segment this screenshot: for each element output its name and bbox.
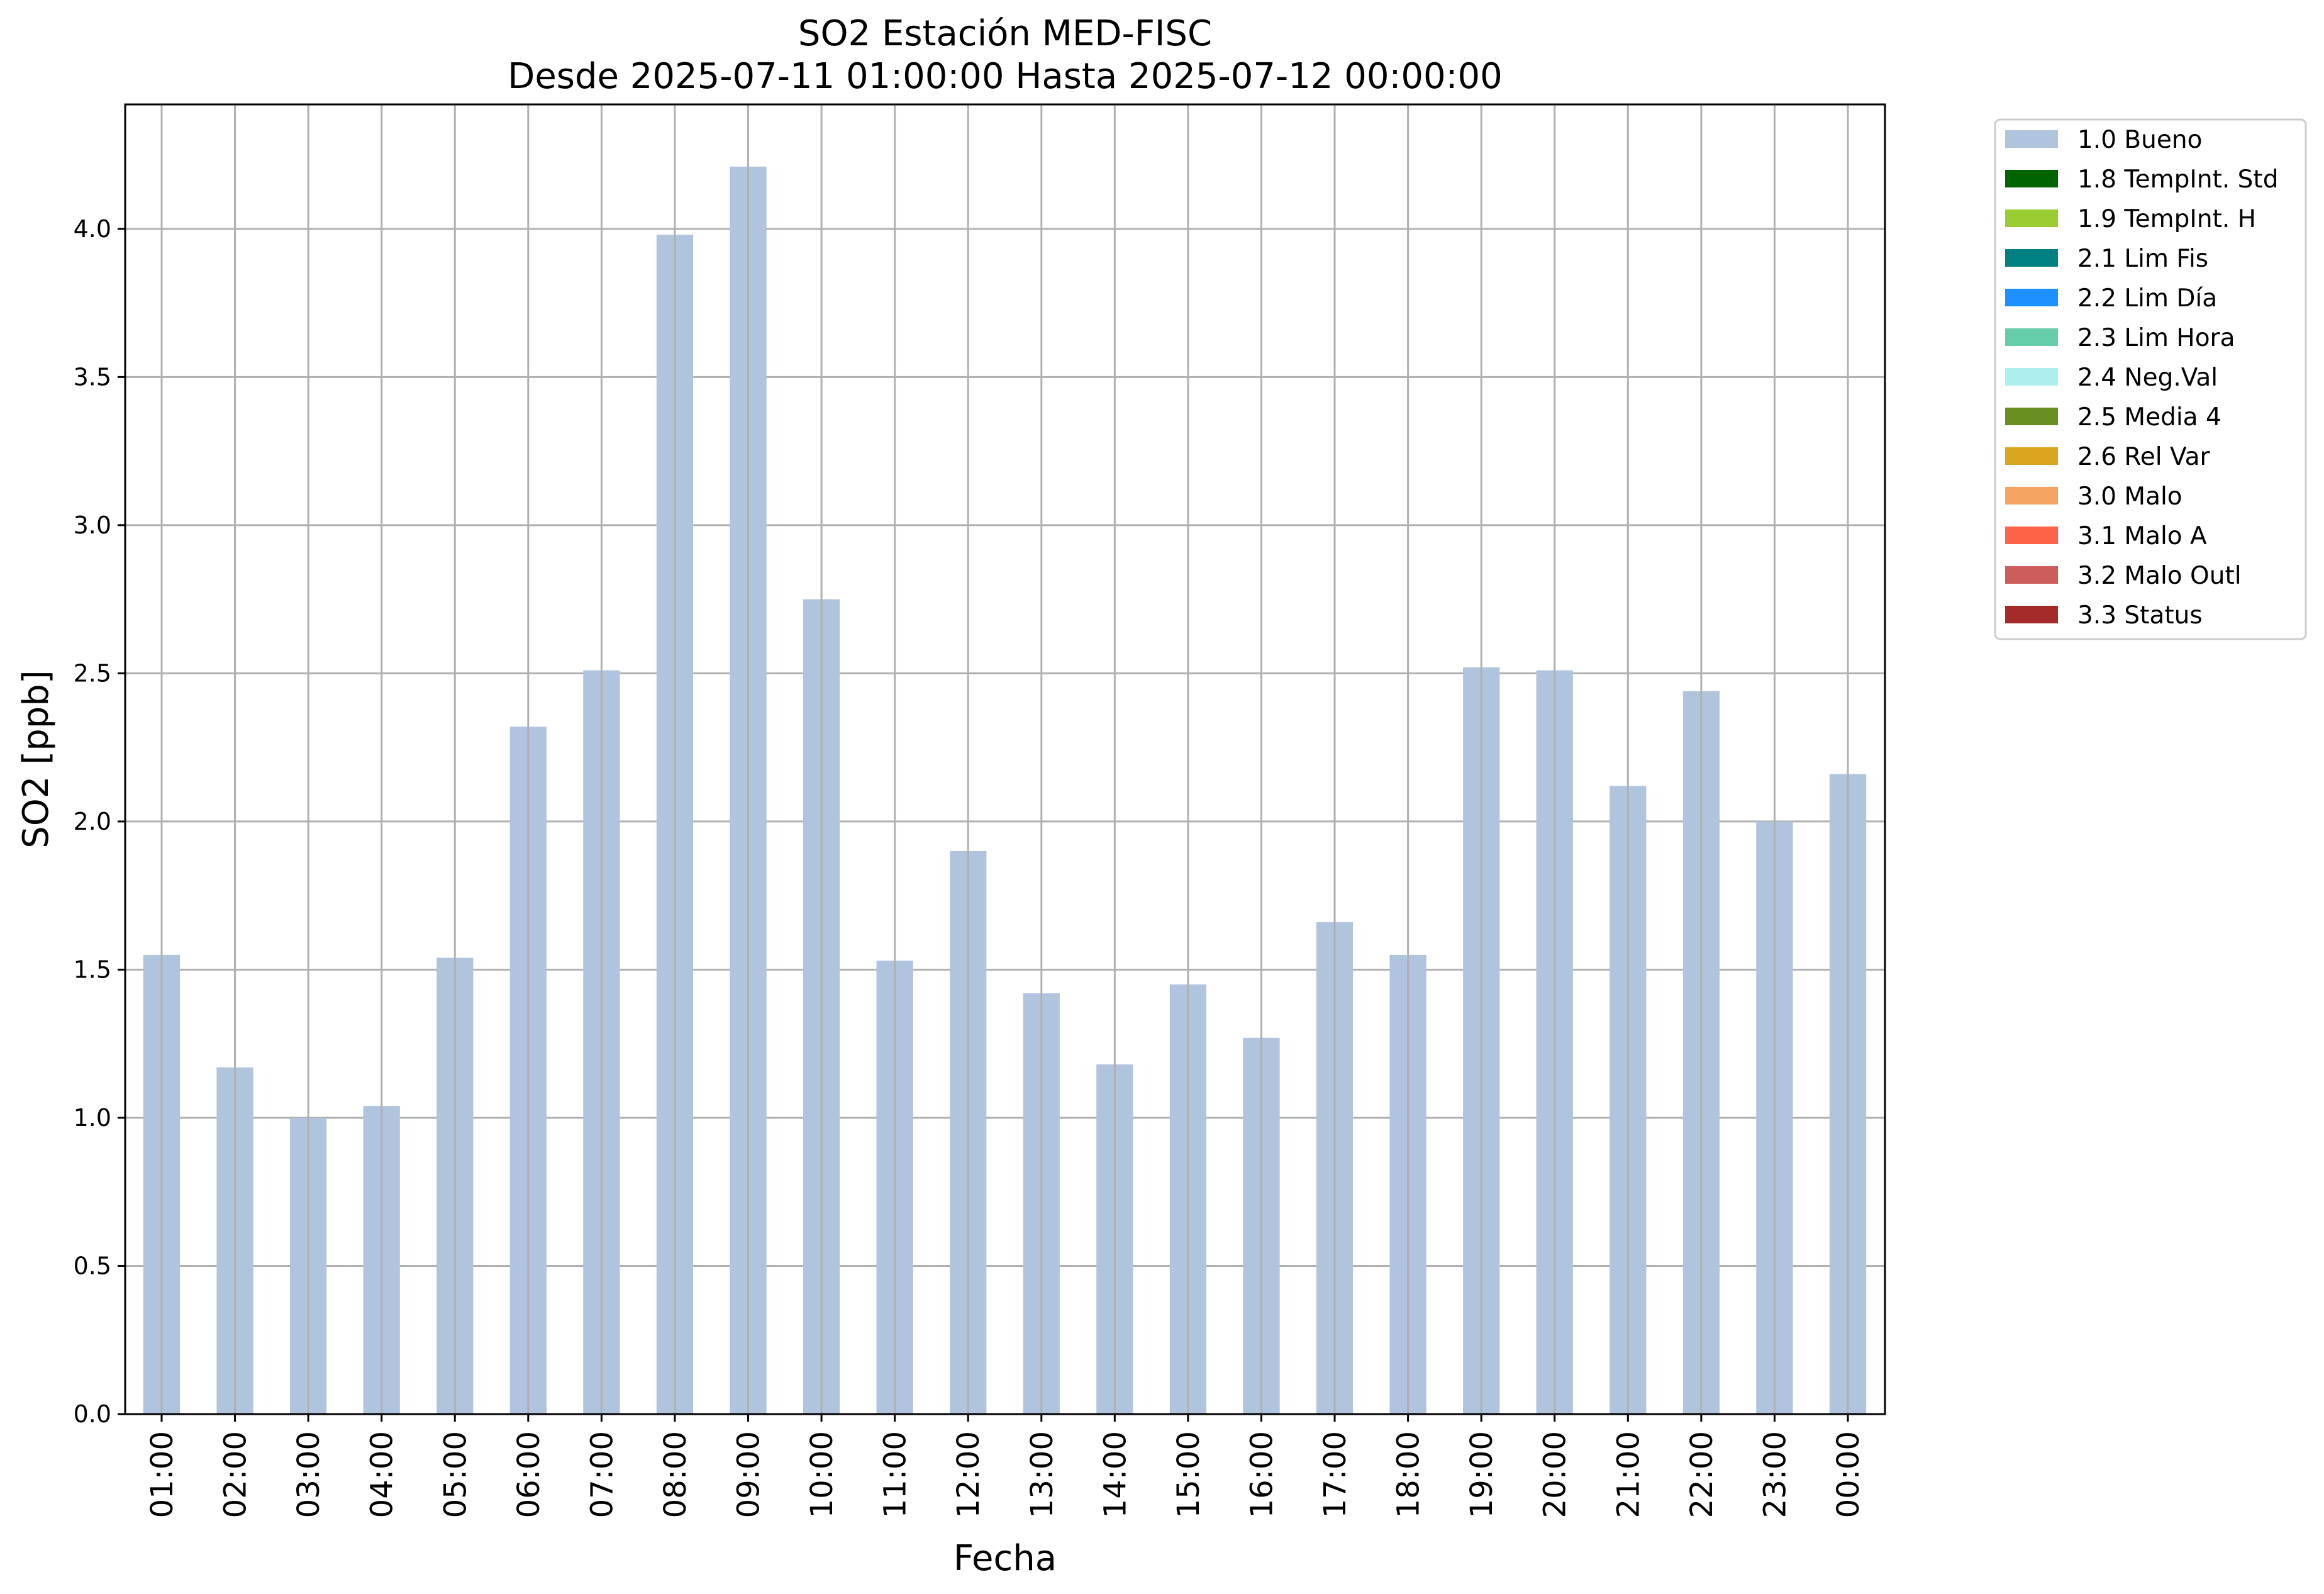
legend-label: 3.0 Malo bbox=[2077, 482, 2182, 511]
legend-swatch bbox=[2005, 606, 2058, 623]
x-tick-label: 22:00 bbox=[1684, 1431, 1720, 1518]
x-tick-label: 06:00 bbox=[511, 1431, 547, 1518]
x-tick-label: 13:00 bbox=[1025, 1431, 1060, 1518]
x-tick-label: 02:00 bbox=[218, 1431, 253, 1518]
legend-label: 2.1 Lim Fis bbox=[2077, 245, 2208, 273]
legend-swatch bbox=[2005, 289, 2058, 306]
x-tick-label: 19:00 bbox=[1464, 1431, 1499, 1518]
x-tick-label: 12:00 bbox=[951, 1431, 986, 1518]
x-tick-label: 15:00 bbox=[1171, 1431, 1206, 1518]
legend-swatch bbox=[2005, 368, 2058, 386]
x-tick-label: 01:00 bbox=[145, 1431, 180, 1518]
legend-label: 2.5 Media 4 bbox=[2077, 403, 2221, 432]
x-tick-label: 05:00 bbox=[438, 1431, 473, 1518]
x-axis-ticks: 01:00 02:00 03:00 04:00 05:00 06:00 07:00 08:00… bbox=[145, 1414, 1866, 1518]
y-tick-label: 0.5 bbox=[74, 1252, 111, 1279]
legend-swatch bbox=[2005, 249, 2058, 267]
legend-swatch bbox=[2005, 408, 2058, 425]
legend-swatch bbox=[2005, 527, 2058, 544]
legend-box bbox=[1994, 118, 2307, 640]
legend-label: 1.9 TempInt. H bbox=[2077, 205, 2256, 233]
plot-frame bbox=[124, 103, 1886, 1415]
y-axis-label: SO2 [ppb] bbox=[16, 670, 57, 848]
x-axis-label: Fecha bbox=[954, 1538, 1057, 1579]
chart-title: SO2 Estación MED-FISC bbox=[798, 13, 1212, 54]
y-tick-label: 3.0 bbox=[74, 511, 111, 539]
legend-label: 2.3 Lim Hora bbox=[2077, 324, 2235, 352]
x-tick-label: 14:00 bbox=[1098, 1431, 1133, 1518]
legend-swatch bbox=[2005, 209, 2058, 227]
legend-swatch bbox=[2005, 328, 2058, 346]
y-tick-label: 3.5 bbox=[74, 363, 111, 391]
x-tick-label: 16:00 bbox=[1244, 1431, 1279, 1518]
legend-swatch bbox=[2005, 487, 2058, 504]
grid-lines bbox=[125, 228, 1885, 1415]
y-tick-label: 1.0 bbox=[74, 1104, 111, 1132]
legend-swatch bbox=[2005, 566, 2058, 584]
legend-label: 3.2 Malo Outl bbox=[2077, 562, 2242, 590]
x-tick-label: 18:00 bbox=[1391, 1431, 1426, 1518]
x-tick-label: 21:00 bbox=[1611, 1431, 1646, 1518]
legend-label: 2.2 Lim Día bbox=[2077, 284, 2217, 313]
x-tick-label: 04:00 bbox=[365, 1431, 400, 1518]
legend-label: 1.8 TempInt. Std bbox=[2077, 165, 2278, 194]
legend-swatch bbox=[2005, 447, 2058, 465]
x-tick-label: 17:00 bbox=[1318, 1431, 1353, 1518]
legend: 1.0 Bueno 1.8 TempInt. Std 1.9 TempInt. H 2… bbox=[1994, 118, 2307, 640]
x-tick-label: 07:00 bbox=[584, 1431, 620, 1518]
x-tick-label: 11:00 bbox=[878, 1431, 913, 1518]
y-tick-label: 2.5 bbox=[74, 659, 111, 687]
legend-label: 1.0 Bueno bbox=[2077, 126, 2202, 154]
legend-label: 3.3 Status bbox=[2077, 601, 2203, 630]
legend-label: 2.4 Neg.Val bbox=[2077, 364, 2218, 392]
x-tick-label: 23:00 bbox=[1757, 1431, 1793, 1518]
legend-label: 3.1 Malo A bbox=[2077, 522, 2207, 550]
x-tick-label: 08:00 bbox=[658, 1431, 693, 1518]
y-tick-label: 4.0 bbox=[74, 215, 111, 243]
bar-series bbox=[143, 104, 1867, 1415]
x-tick-label: 03:00 bbox=[291, 1431, 326, 1518]
chart-subtitle: Desde 2025-07-11 01:00:00 Hasta 2025-07-… bbox=[508, 56, 1503, 97]
x-tick-label: 20:00 bbox=[1538, 1431, 1573, 1518]
y-tick-label: 1.5 bbox=[74, 956, 111, 983]
y-tick-label: 0.0 bbox=[74, 1400, 111, 1428]
legend-label: 2.6 Rel Var bbox=[2077, 443, 2211, 471]
y-tick-label: 2.0 bbox=[74, 808, 111, 835]
legend-swatch bbox=[2005, 130, 2058, 148]
x-tick-label: 09:00 bbox=[731, 1431, 767, 1518]
legend-swatch bbox=[2005, 170, 2058, 187]
x-tick-label: 00:00 bbox=[1831, 1431, 1866, 1518]
y-axis-ticks: 0.0 0.5 1.0 1.5 2.0 2.5 3.0 3.5 4.0 bbox=[74, 215, 125, 1428]
x-tick-label: 10:00 bbox=[804, 1431, 840, 1518]
